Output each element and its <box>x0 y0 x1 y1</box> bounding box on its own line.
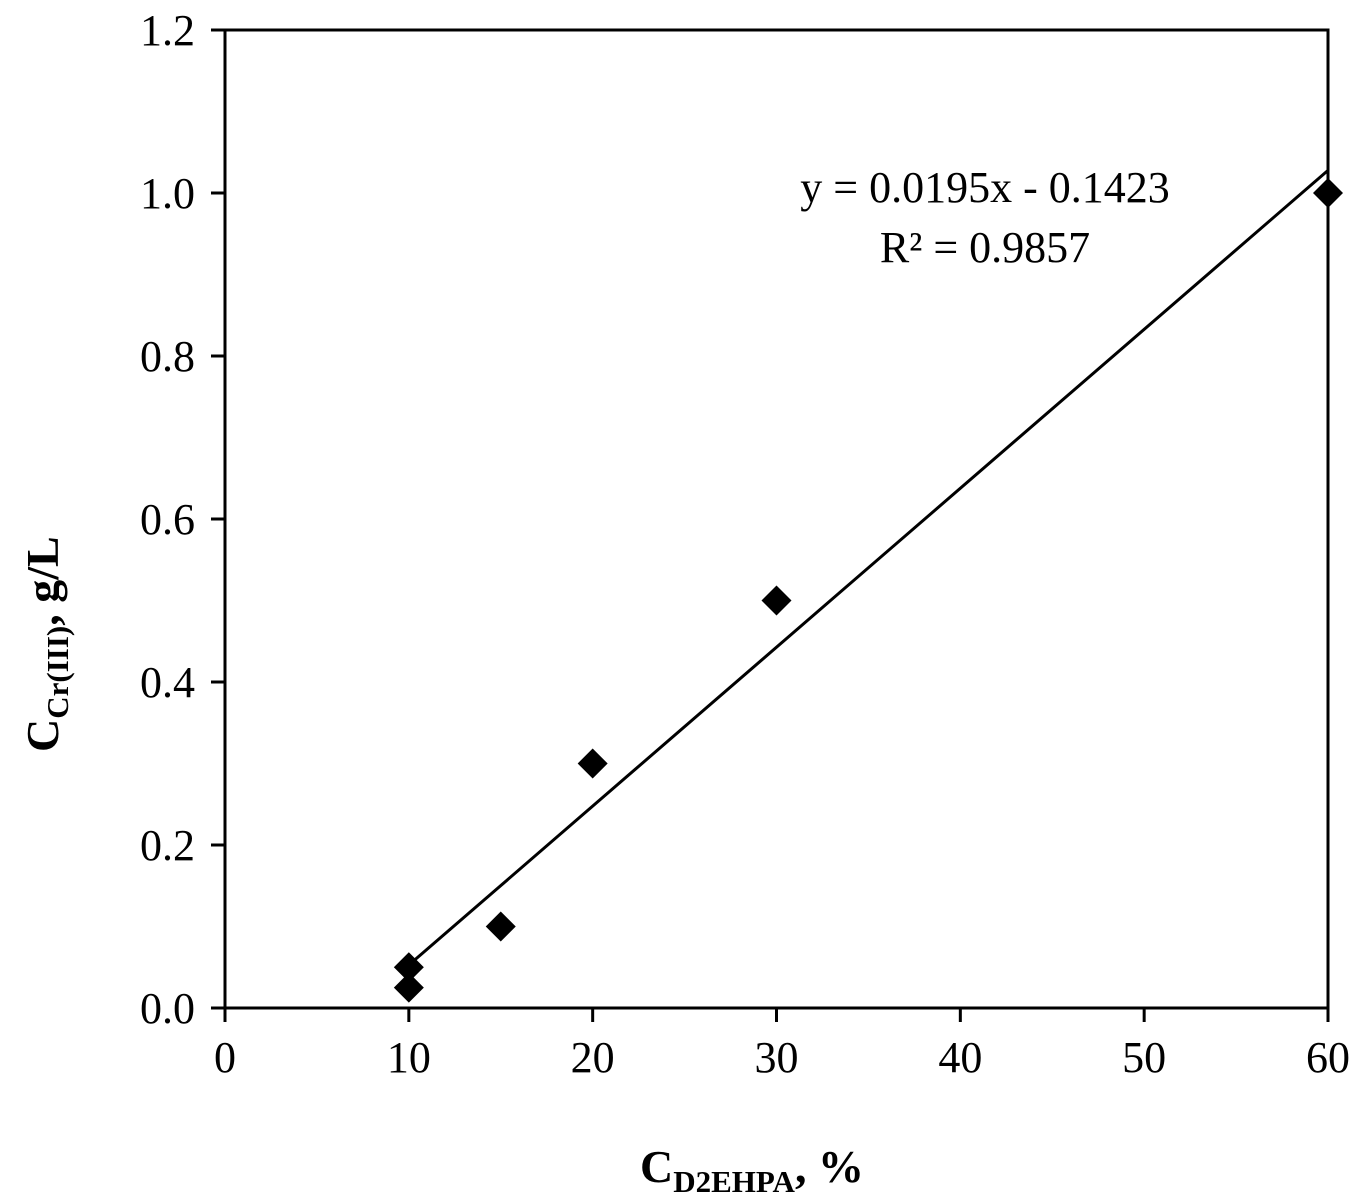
y-axis-title: CCr(III), g/L <box>17 536 75 752</box>
x-tick-label: 50 <box>1122 1033 1166 1082</box>
y-tick-label: 0.2 <box>140 821 195 870</box>
trendline-path <box>407 169 1329 967</box>
diamond-marker-icon <box>577 748 608 779</box>
r-squared-label: R² = 0.9857 <box>880 223 1090 272</box>
x-axis-title-main: C <box>640 1141 673 1192</box>
x-axis-title-suffix: , % <box>795 1141 864 1192</box>
diamond-marker-icon <box>485 911 516 942</box>
y-axis-title-suffix: , g/L <box>17 536 68 625</box>
x-tick-label: 60 <box>1306 1033 1350 1082</box>
x-tick-label: 40 <box>938 1033 982 1082</box>
x-axis-title-subscript: D2EHPA <box>673 1164 795 1199</box>
trendline <box>407 169 1329 967</box>
y-axis: 0.0 0.2 0.4 0.6 0.8 1.0 1.2 <box>140 6 225 1033</box>
x-axis: 0 10 20 30 40 50 60 <box>214 1008 1350 1082</box>
y-tick-label: 0.6 <box>140 495 195 544</box>
y-axis-title-subscript: Cr(III) <box>40 626 75 719</box>
x-tick-label: 0 <box>214 1033 236 1082</box>
x-tick-label: 30 <box>755 1033 799 1082</box>
y-tick-label: 1.2 <box>140 6 195 55</box>
y-tick-label: 0.4 <box>140 658 195 707</box>
diamond-marker-icon <box>1313 178 1343 208</box>
data-points <box>393 178 1343 1003</box>
y-tick-label: 0.8 <box>140 332 195 381</box>
diamond-marker-icon <box>393 972 424 1003</box>
trendline-equation: y = 0.0195x - 0.1423 <box>800 163 1169 212</box>
y-tick-label: 1.0 <box>140 169 195 218</box>
x-tick-label: 10 <box>387 1033 431 1082</box>
x-axis-title: CD2EHPA, % <box>640 1141 864 1199</box>
y-tick-label: 0.0 <box>140 984 195 1033</box>
y-axis-title-main: C <box>17 719 68 752</box>
diamond-marker-icon <box>761 585 792 616</box>
diamond-marker-icon <box>393 952 424 983</box>
x-tick-label: 20 <box>571 1033 615 1082</box>
